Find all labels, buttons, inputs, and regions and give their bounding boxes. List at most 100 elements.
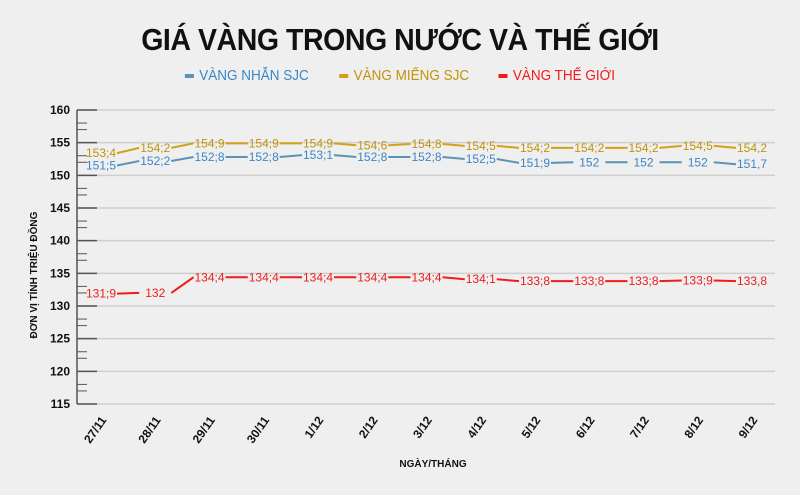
data-label: 134;1: [466, 272, 496, 286]
data-label: 154,2: [737, 141, 767, 155]
data-label: 134;4: [194, 270, 224, 284]
data-label: 152: [579, 155, 599, 169]
data-label: 152;2: [140, 154, 170, 168]
series-0: 151;5 152;2 152;8 152;8 153;1 152;8 152;8 152;5…: [86, 148, 767, 172]
data-label: 134;4: [411, 270, 441, 284]
data-label: 154;5: [466, 139, 496, 153]
data-label: 132: [145, 286, 165, 300]
chart-legend: VÀNG NHẪN SJC VÀNG MIẾNG SJC VÀNG THẾ GI…: [0, 67, 800, 84]
data-label: 152: [688, 155, 708, 169]
data-label: 154;2: [140, 141, 170, 155]
data-label: 153;1: [303, 148, 333, 162]
data-label: 154;5: [683, 139, 713, 153]
series-segment: [388, 142, 411, 147]
data-label: 151,7: [737, 157, 767, 171]
data-label: 154;9: [194, 136, 224, 150]
y-tick-label: 125: [50, 332, 70, 346]
series-segment: [550, 161, 574, 164]
y-tick-label: 145: [50, 201, 70, 215]
x-tick-label: 4/12: [464, 413, 489, 440]
data-label: 154;9: [303, 136, 333, 150]
series-segment: [659, 144, 682, 149]
series-segment: [659, 279, 682, 283]
series-2: 131;9 132 134;4 134;4 134;4 134;4 134;4 134;1 13…: [86, 270, 767, 300]
x-tick-label: 27/11: [81, 413, 109, 445]
y-tick-label: 155: [50, 136, 70, 150]
x-tick-label: 2/12: [356, 413, 381, 440]
data-label: 154;6: [357, 138, 387, 152]
data-label: 154;2: [520, 141, 550, 155]
data-label: 133,8: [737, 274, 767, 288]
y-tick-label: 160: [50, 103, 70, 117]
legend-label: VÀNG MIẾNG SJC: [353, 67, 470, 84]
series-segment: [116, 159, 140, 167]
data-label: 134;4: [249, 270, 279, 284]
x-tick-label: 29/11: [190, 413, 218, 445]
series-segment: [713, 279, 737, 283]
y-tick-label: 115: [51, 397, 71, 411]
data-label: 133;8: [520, 274, 550, 288]
series-segment: [171, 156, 194, 162]
x-tick-label: 9/12: [736, 413, 761, 440]
legend-label: VÀNG THẾ GIỚI: [513, 67, 616, 84]
legend-swatch: [498, 73, 508, 78]
legend-swatch: [339, 73, 349, 78]
y-tick-label: 120: [50, 364, 70, 378]
series-segment: [442, 156, 465, 160]
y-axis-title: ĐƠN VỊ TÍNH TRIỆU ĐỒNG: [27, 211, 40, 338]
y-axis: 115 120 125 130 135 140 145 150 155 160: [50, 103, 97, 411]
series-segment: [442, 276, 465, 281]
data-label: 154;9: [249, 136, 279, 150]
legend-swatch: [185, 73, 195, 78]
x-tick-label: 28/11: [135, 413, 163, 445]
x-tick-label: 30/11: [244, 413, 272, 445]
data-label: 151;9: [520, 156, 550, 170]
legend-item-vang-nhan-sjc[interactable]: VÀNG NHẪN SJC: [185, 67, 309, 84]
data-label: 154;2: [628, 141, 658, 155]
series-segment: [116, 291, 140, 295]
data-label: 131;9: [86, 287, 116, 301]
legend-item-vang-mieng-sjc[interactable]: VÀNG MIẾNG SJC: [339, 67, 469, 84]
series-segment: [333, 142, 357, 147]
series-segment: [171, 142, 194, 149]
data-label: 133;8: [574, 274, 604, 288]
data-label: 152;5: [466, 152, 496, 166]
x-axis-title: NGÀY/THÁNG: [399, 457, 466, 470]
series-segment: [170, 276, 195, 294]
series-segment: [713, 161, 737, 166]
x-tick-label: 1/12: [302, 413, 327, 440]
series-segment: [496, 158, 520, 164]
data-label: 152;8: [249, 150, 279, 164]
x-tick-label: 8/12: [681, 413, 706, 440]
data-label: 154;2: [574, 141, 604, 155]
x-axis: 27/11 28/11 29/11 30/11 1/12 2/12 3/12 4/12 5/12…: [81, 413, 761, 445]
series-1: 153;4 154;2 154;9 154;9 154;9 154;6 154;8 154;5…: [86, 136, 767, 160]
data-label: 154;8: [411, 137, 441, 151]
gridlines: [77, 109, 775, 405]
series-segment: [442, 142, 465, 147]
y-tick-label: 130: [50, 299, 70, 313]
legend-label: VÀNG NHẪN SJC: [199, 67, 310, 84]
data-label: 134;4: [357, 270, 387, 284]
data-label: 152;8: [411, 150, 441, 164]
data-label: 153;4: [86, 146, 116, 160]
data-label: 152;8: [357, 150, 387, 164]
series-segment: [116, 146, 140, 155]
series-lines: 151;5 152;2 152;8 152;8 153;1 152;8 152;8 152;5…: [86, 136, 767, 300]
x-tick-label: 3/12: [410, 413, 435, 440]
y-tick-label: 135: [50, 266, 70, 280]
x-tick-label: 6/12: [573, 413, 598, 440]
x-tick-label: 5/12: [519, 413, 544, 440]
data-label: 152;8: [194, 150, 224, 164]
series-segment: [713, 144, 737, 149]
y-tick-label: 150: [50, 168, 70, 182]
data-label: 151;5: [86, 159, 116, 173]
legend-item-vang-the-gioi[interactable]: VÀNG THẾ GIỚI: [498, 67, 616, 84]
series-segment: [496, 278, 520, 283]
data-label: 134;4: [303, 270, 333, 284]
series-segment: [496, 144, 520, 149]
series-segment: [279, 154, 303, 159]
chart-title: GIÁ VÀNG TRONG NƯỚC VÀ THẾ GIỚI: [141, 22, 659, 57]
data-label: 133;9: [683, 274, 713, 288]
